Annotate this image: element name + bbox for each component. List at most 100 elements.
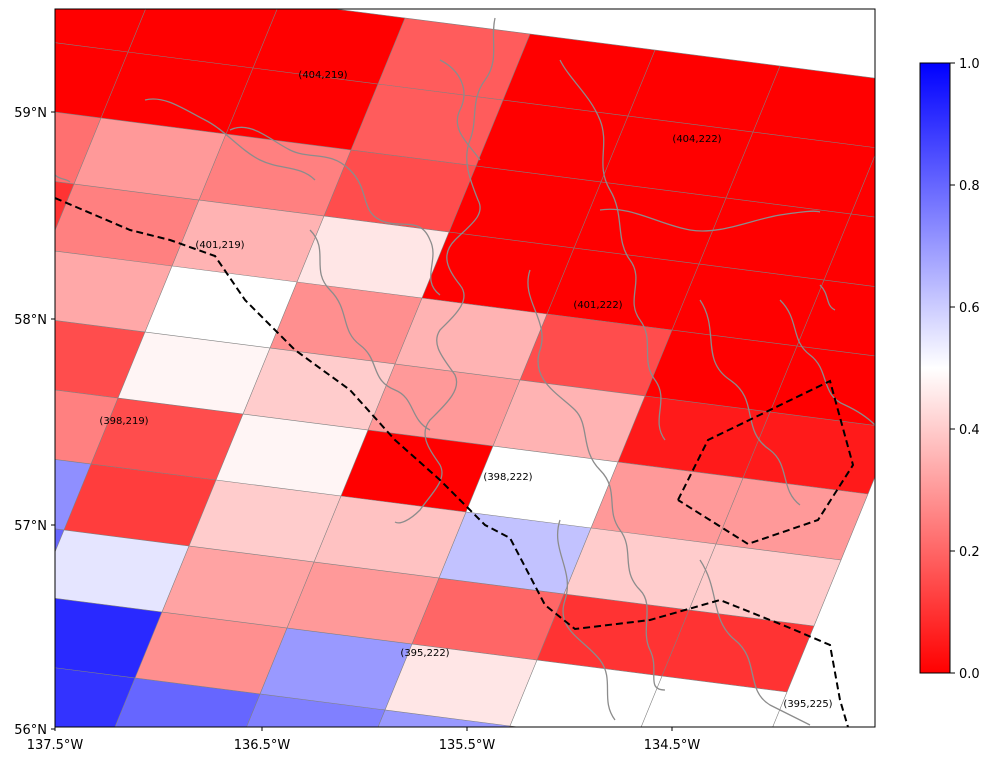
heatmap-cell — [641, 676, 787, 727]
heatmap-cell — [449, 166, 601, 248]
colorbar: 1.0 0.8 0.6 0.4 0.2 0.0 — [919, 57, 980, 682]
colorbar-ticks: 1.0 0.8 0.6 0.4 0.2 0.0 — [950, 57, 980, 682]
heatmap-cell — [172, 200, 324, 282]
heatmap-cell — [216, 414, 368, 496]
heatmap-cell — [246, 694, 385, 727]
colorbar-gradient — [919, 62, 951, 674]
gridline — [640, 154, 875, 727]
heatmap-cell — [118, 332, 270, 414]
lon-tick-label: 134.5°W — [644, 738, 701, 753]
heatmap-cell — [351, 84, 503, 166]
gridline — [55, 9, 278, 553]
border-line — [55, 197, 855, 727]
heatmap-cell — [260, 628, 412, 710]
colorbar-tick-label: 0.0 — [959, 667, 980, 682]
gridline — [509, 65, 781, 727]
heatmap-cell — [385, 644, 537, 726]
heatmap-cell — [189, 480, 341, 562]
colorbar-tick-label: 0.8 — [959, 179, 980, 194]
heatmap-cell — [547, 248, 699, 330]
heatmap-cell — [591, 462, 743, 544]
heatmap-cell — [601, 116, 753, 198]
heatmap-cell — [55, 598, 162, 678]
heatmap-cell — [574, 182, 726, 264]
colorbar-tick-label: 0.6 — [959, 301, 980, 316]
heatmap-cell — [503, 34, 655, 116]
heatmap-cell — [564, 528, 716, 610]
cell-index-label: (398,222) — [483, 472, 532, 483]
cell-index-label: (401,222) — [573, 300, 622, 311]
colorbar-tick-label: 0.4 — [959, 423, 980, 438]
lon-tick-label: 135.5°W — [439, 738, 496, 753]
heatmap-cell — [55, 112, 101, 184]
heatmap-cell — [101, 52, 253, 134]
map-frame — [54, 8, 876, 728]
gridline — [55, 667, 521, 727]
heatmap-cell — [412, 578, 564, 660]
heatmap-cell — [81, 744, 233, 761]
gridline — [55, 389, 869, 495]
heatmap-cell — [135, 612, 287, 694]
heatmap-cell — [743, 412, 875, 494]
heatmap-cell — [145, 266, 297, 348]
heatmap-cell — [114, 678, 260, 727]
heatmap-cell — [341, 430, 493, 512]
gridline — [55, 250, 875, 357]
heatmap-cell — [466, 446, 618, 528]
lon-tick-label: 136.5°W — [234, 738, 291, 753]
heatmap-cell — [128, 9, 278, 68]
heatmap-cell — [64, 464, 216, 546]
cell-index-label: (404,222) — [672, 134, 721, 145]
heatmap-cell — [55, 9, 146, 52]
gridline — [772, 476, 875, 727]
cell-index-label: (404,219) — [298, 70, 347, 81]
gridline — [55, 9, 146, 232]
heatmap-cell — [645, 330, 797, 412]
heatmap-cell — [439, 512, 591, 594]
gridline — [55, 459, 842, 561]
heatmap-cell — [537, 594, 689, 676]
lon-tick-label: 137.5°W — [27, 738, 84, 753]
heatmap-cell — [74, 118, 226, 200]
heatmap-cell — [0, 234, 47, 316]
heatmap-cell — [55, 389, 118, 464]
cell-index-label: (401,219) — [195, 240, 244, 251]
heatmap-cell — [662, 610, 814, 692]
heatmap-cell — [378, 18, 530, 100]
heatmap-cell — [699, 198, 851, 280]
heatmap-cell — [726, 132, 875, 214]
heatmap-cell — [243, 348, 395, 430]
heatmap-cell — [493, 380, 645, 462]
heatmap-cell — [91, 398, 243, 480]
heatmap-cell — [199, 134, 351, 216]
gridline — [377, 49, 656, 727]
heatmap-cell — [395, 298, 547, 380]
heatmap-cell — [162, 546, 314, 628]
gridline — [0, 730, 706, 761]
cell-index-label: (395,225) — [783, 699, 832, 710]
lat-tick-label: 59°N — [14, 106, 47, 121]
gridline — [114, 17, 406, 727]
heatmap-cell — [753, 66, 875, 148]
heatmap-cell — [55, 667, 135, 727]
lat-tick-label: 58°N — [14, 313, 47, 328]
heatmap-cell — [716, 478, 868, 560]
latitude-ticks: 59°N 58°N 57°N 56°N — [14, 106, 55, 738]
heatmap-cell — [0, 646, 10, 728]
heatmap-cell — [226, 68, 378, 150]
cell-labels: (404,219) (404,222) (401,219) (401,222) (398… — [99, 70, 832, 710]
heatmap-cell — [297, 216, 449, 298]
heatmap-cell — [824, 214, 875, 287]
lat-tick-label: 57°N — [14, 519, 47, 534]
heatmap-cell — [618, 396, 770, 478]
heatmap-cell — [520, 314, 672, 396]
heatmap-cell — [628, 50, 780, 132]
gridline — [246, 33, 531, 727]
heatmap-cell — [689, 544, 841, 626]
heatmap-cell — [324, 150, 476, 232]
gridline — [55, 111, 875, 218]
